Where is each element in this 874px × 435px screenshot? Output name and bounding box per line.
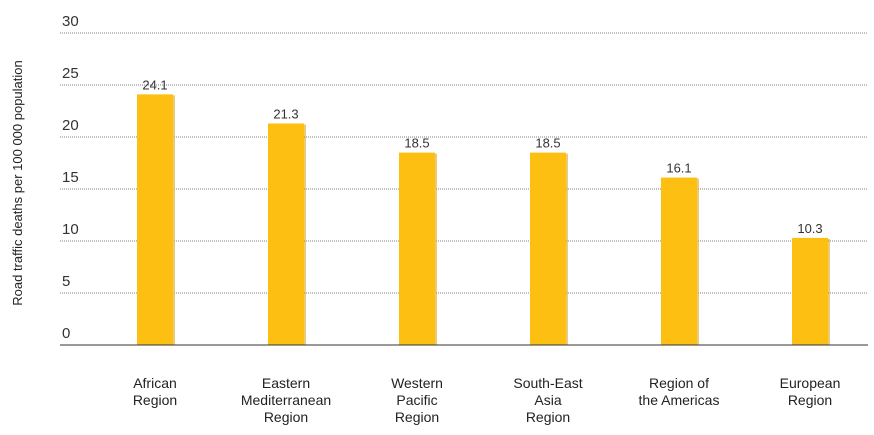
category-label: Region of the Americas (639, 375, 720, 408)
bar (792, 237, 828, 345)
bars (137, 94, 830, 345)
value-label: 10.3 (797, 221, 822, 236)
bar (661, 177, 697, 345)
y-tick-label: 15 (62, 169, 79, 186)
y-tick-label: 5 (62, 273, 70, 290)
gridlines (60, 32, 868, 294)
value-label: 24.1 (142, 77, 167, 92)
value-label: 18.5 (535, 136, 560, 151)
bar (399, 152, 435, 345)
y-tick-label: 20 (62, 117, 79, 134)
y-tick-labels: 0 5 10 15 20 25 30 (62, 13, 79, 342)
category-label: European Region (780, 375, 841, 408)
y-axis-label: Road traffic deaths per 100 000 populati… (10, 60, 25, 306)
category-label: South-East Asia Region (513, 375, 582, 425)
value-label: 16.1 (666, 161, 691, 176)
bar (530, 152, 566, 345)
y-tick-label: 30 (62, 13, 79, 30)
y-tick-label: 0 (62, 325, 70, 342)
category-label: Western Pacific Region (391, 375, 443, 425)
category-labels: African Region Eastern Mediterranean Region W… (133, 375, 841, 425)
category-label: Eastern Mediterranean Region (241, 375, 331, 425)
value-label: 18.5 (404, 136, 429, 151)
bar (137, 94, 173, 345)
category-label: African Region (133, 375, 177, 408)
bar (268, 123, 304, 345)
value-labels: 24.1 21.3 18.5 18.5 16.1 10.3 (142, 77, 822, 236)
y-tick-label: 25 (62, 65, 79, 82)
value-label: 21.3 (273, 106, 298, 121)
y-tick-label: 10 (62, 221, 79, 238)
